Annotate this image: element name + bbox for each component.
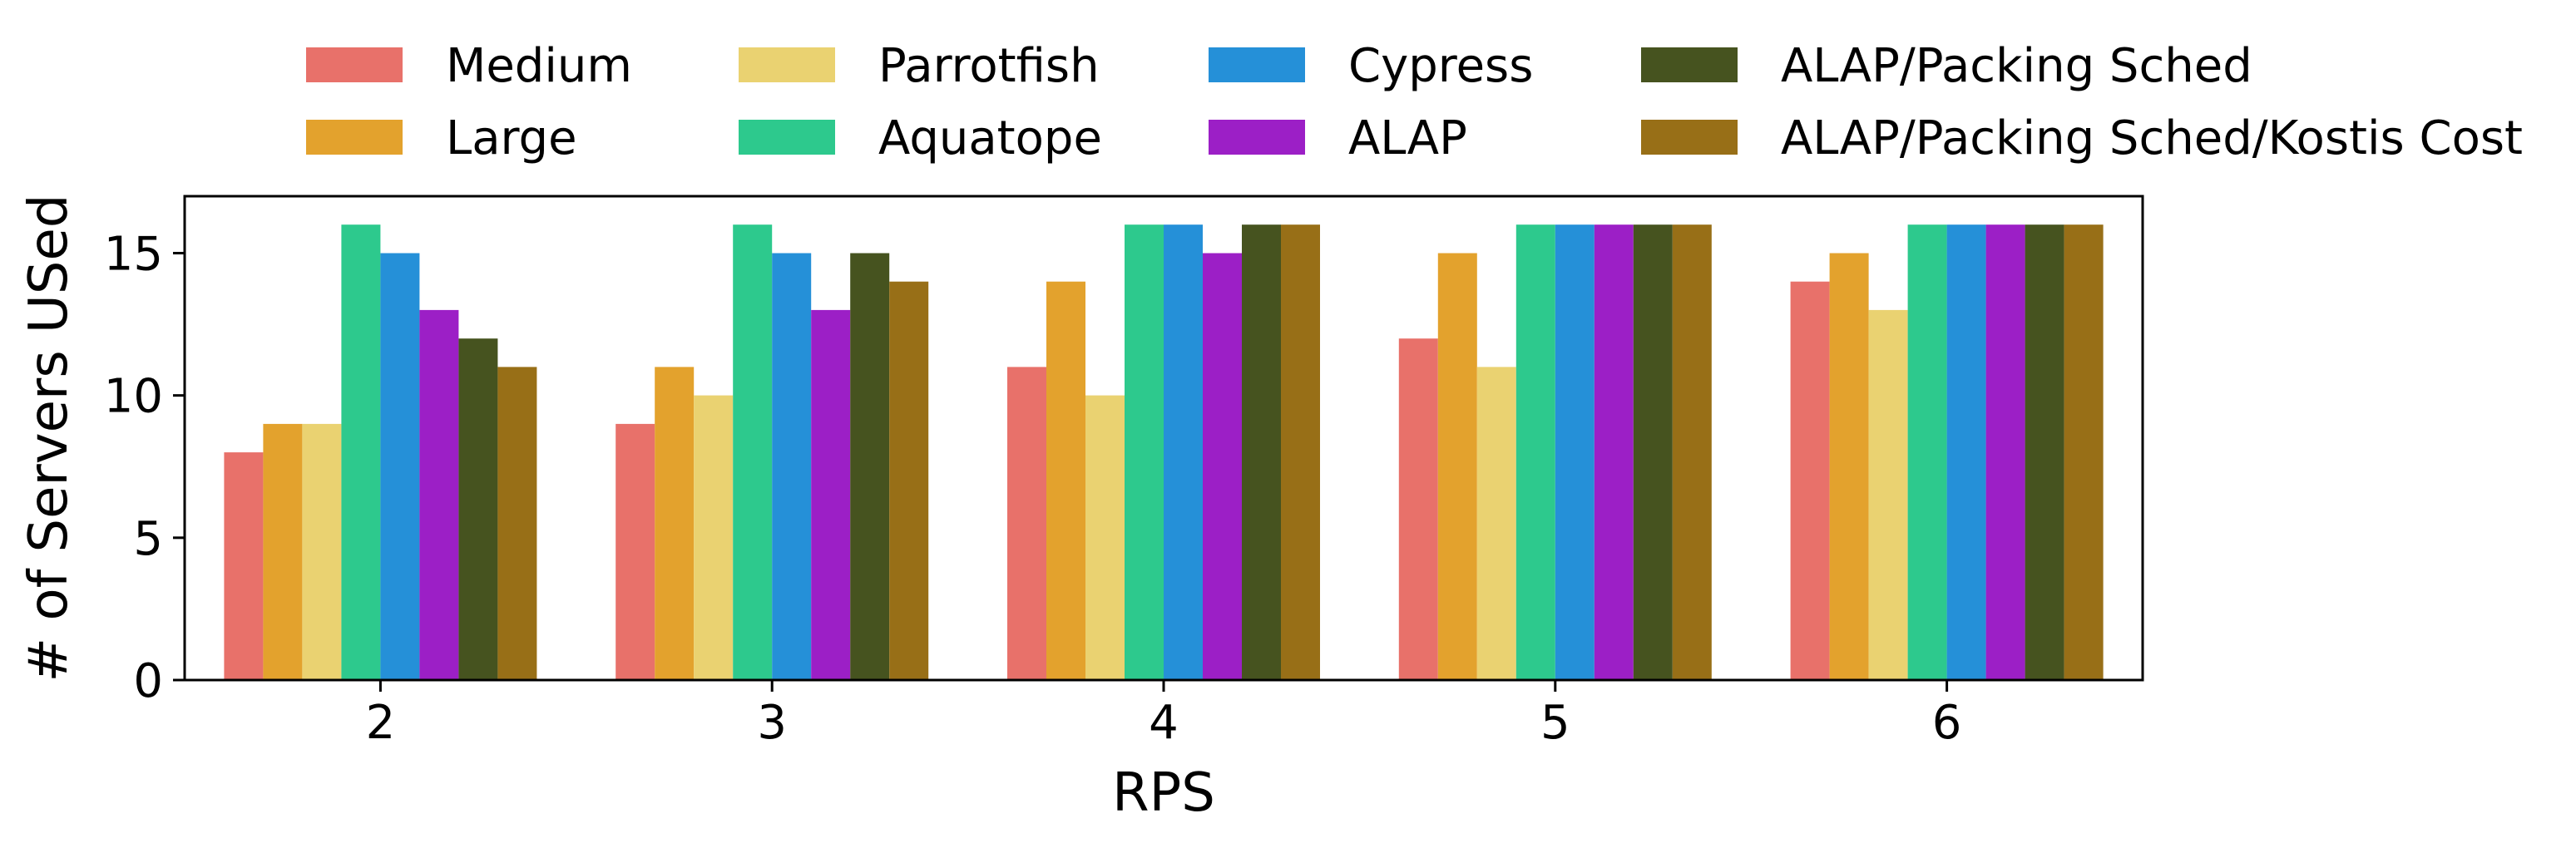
- bar-aquatope-rps-6: [1907, 224, 1947, 680]
- bar-alap-rps-6: [1985, 224, 2025, 680]
- x-tick-label: 3: [757, 696, 787, 750]
- bar-alap-packing-sched-kostis-cost-rps-3: [889, 281, 929, 680]
- x-tick-label: 2: [366, 696, 396, 750]
- bar-parrotfish-rps-4: [1085, 395, 1125, 680]
- x-tick-label: 6: [1932, 696, 1962, 750]
- bar-medium-rps-3: [616, 423, 655, 680]
- legend-swatch: [1209, 120, 1305, 155]
- legend-swatch: [306, 120, 403, 155]
- legend-swatch: [306, 47, 403, 82]
- bar-medium-rps-5: [1398, 338, 1438, 680]
- bar-aquatope-rps-3: [733, 224, 773, 680]
- y-tick-label: 15: [104, 227, 163, 281]
- bar-parrotfish-rps-3: [694, 395, 734, 680]
- legend-label: ALAP/Packing Sched: [1781, 39, 2252, 93]
- bar-cypress-rps-2: [380, 253, 420, 680]
- legend-label: Medium: [446, 39, 632, 93]
- bar-alap-packing-sched-rps-5: [1633, 224, 1673, 680]
- bar-alap-packing-sched-kostis-cost-rps-2: [497, 367, 537, 680]
- bar-alap-packing-sched-rps-4: [1242, 224, 1281, 680]
- y-axis-ticks: 0 5 10 15: [104, 227, 185, 708]
- bar-cypress-rps-3: [772, 253, 812, 680]
- x-axis-ticks: 2 3 4 5 6: [366, 680, 1962, 750]
- bar-medium-rps-4: [1007, 367, 1046, 680]
- legend-label: Large: [446, 111, 577, 165]
- bar-large-rps-5: [1437, 253, 1477, 680]
- bar-alap-rps-3: [811, 309, 851, 680]
- bar-large-rps-2: [263, 423, 303, 680]
- bar-parrotfish-rps-6: [1868, 309, 1908, 680]
- bar-cypress-rps-4: [1164, 224, 1203, 680]
- legend-label: Cypress: [1348, 39, 1533, 93]
- bar-parrotfish-rps-5: [1476, 367, 1516, 680]
- bar-alap-packing-sched-rps-6: [2025, 224, 2064, 680]
- y-axis-label: # of Servers USed: [18, 194, 80, 682]
- bar-alap-packing-sched-kostis-cost-rps-4: [1281, 224, 1320, 680]
- bar-aquatope-rps-2: [341, 224, 381, 680]
- legend-label: Aquatope: [878, 111, 1102, 165]
- bar-alap-rps-2: [419, 309, 459, 680]
- x-tick-label: 4: [1149, 696, 1179, 750]
- bar-medium-rps-6: [1790, 281, 1830, 680]
- y-tick-label: 5: [133, 512, 163, 566]
- bars-group: [224, 224, 2104, 680]
- legend-swatch: [1641, 47, 1738, 82]
- bar-aquatope-rps-5: [1515, 224, 1555, 680]
- legend: Medium Large Parrotfish Aquatope Cypress ALAP…: [306, 39, 2523, 165]
- x-axis-label: RPS: [1112, 762, 1215, 824]
- bar-aquatope-rps-4: [1125, 224, 1164, 680]
- bar-large-rps-4: [1046, 281, 1085, 680]
- bar-alap-rps-5: [1594, 224, 1634, 680]
- legend-label: ALAP: [1348, 111, 1467, 165]
- legend-swatch: [1641, 120, 1738, 155]
- bar-medium-rps-2: [224, 452, 264, 680]
- bar-alap-packing-sched-rps-3: [850, 253, 890, 680]
- legend-swatch: [739, 120, 835, 155]
- legend-label: ALAP/Packing Sched/Kostis Cost: [1781, 111, 2523, 165]
- y-tick-label: 10: [104, 370, 163, 424]
- legend-label: Parrotfish: [878, 39, 1100, 93]
- x-tick-label: 5: [1540, 696, 1570, 750]
- bar-cypress-rps-5: [1555, 224, 1595, 680]
- bar-alap-packing-sched-kostis-cost-rps-5: [1672, 224, 1712, 680]
- y-tick-label: 0: [133, 654, 163, 708]
- bar-alap-packing-sched-rps-2: [458, 338, 498, 680]
- bar-alap-packing-sched-kostis-cost-rps-6: [2064, 224, 2104, 680]
- bar-large-rps-6: [1829, 253, 1869, 680]
- legend-swatch: [739, 47, 835, 82]
- bar-alap-rps-4: [1203, 253, 1242, 680]
- bar-parrotfish-rps-2: [302, 423, 342, 680]
- bar-large-rps-3: [655, 367, 695, 680]
- bar-cypress-rps-6: [1946, 224, 1986, 680]
- legend-swatch: [1209, 47, 1305, 82]
